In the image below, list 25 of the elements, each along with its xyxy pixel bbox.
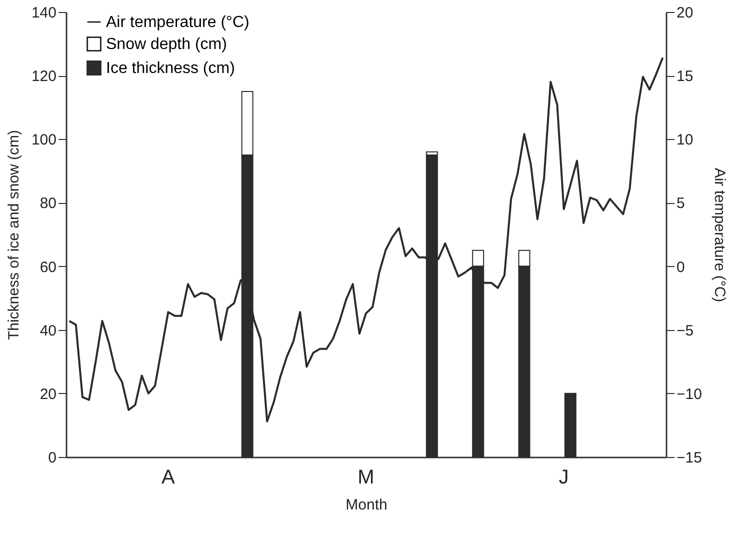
x-tick-label: J <box>558 466 569 488</box>
y2-tick-label: −15 <box>676 450 702 466</box>
y-tick-label: 60 <box>40 258 56 276</box>
y2-tick-label: −5 <box>676 322 694 340</box>
x-tick-label: M <box>358 466 374 488</box>
legend-label: Ice thickness (cm) <box>106 60 235 77</box>
y-axis-title: Thickness of ice and snow (cm) <box>5 130 22 340</box>
y2-tick-label: 5 <box>676 195 685 212</box>
y-tick-label: 40 <box>40 322 56 340</box>
y2-tick-label: 20 <box>676 4 694 22</box>
x-axis-title: Month <box>346 496 388 514</box>
y2-tick-label: 15 <box>676 68 694 86</box>
y-tick-label: 20 <box>40 386 56 403</box>
legend-label: Snow depth (cm) <box>106 36 227 53</box>
y-tick-label: 120 <box>31 68 56 86</box>
y2-axis-title: Air temperature (°C) <box>710 168 728 302</box>
y2-tick-label: 10 <box>676 132 694 149</box>
x-tick-label: A <box>162 466 176 488</box>
y-tick-label: 100 <box>31 132 56 149</box>
y-tick-label: 80 <box>40 195 56 212</box>
y2-tick-label: 0 <box>676 258 685 276</box>
legend-label: Air temperature (°C) <box>106 14 250 31</box>
y-tick-label: 0 <box>48 450 56 466</box>
y2-tick-label: −10 <box>676 386 702 403</box>
y-tick-label: 140 <box>31 4 56 22</box>
